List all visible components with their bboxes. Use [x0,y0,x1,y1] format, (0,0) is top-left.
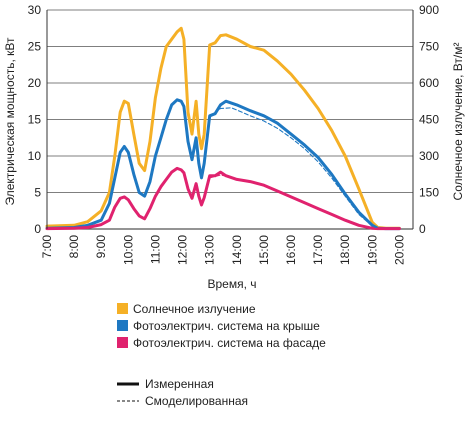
legend-label-0: Солнечное излучение [133,302,256,316]
legend-style-label-1: Смоделированная [145,394,248,408]
x-tick-label: 13:00 [203,235,217,265]
y-right-tick-label: 300 [419,149,439,163]
y-left-axis-title: Электрическая мощность, кВт [3,37,17,205]
y-left-tick-label: 15 [28,113,42,127]
legend-swatch-0 [117,303,128,314]
x-tick-label: 15:00 [257,235,271,265]
y-left-tick-label: 5 [34,186,41,200]
x-axis-title: Время, ч [207,277,256,291]
x-tick-label: 8:00 [67,235,81,259]
legend-swatch-1 [117,320,128,331]
x-tick-label: 11:00 [148,235,162,264]
y-right-tick-label: 150 [419,186,439,200]
x-tick-label: 10:00 [121,235,135,265]
y-left-tick-label: 0 [34,222,41,236]
y-right-tick-label: 900 [419,3,439,17]
series-layer [45,26,401,231]
series-line-2 [45,166,401,231]
x-tick-label: 16:00 [284,235,298,265]
y-left-tick-label: 30 [28,3,42,17]
x-tick-label: 17:00 [311,235,325,265]
y-left-tick-label: 20 [28,76,42,90]
x-tick-label: 20:00 [392,235,406,265]
y-right-tick-label: 600 [419,76,439,90]
legend-label-2: Фотоэлектрич. система на фасаде [133,336,326,350]
x-tick-label: 19:00 [365,235,379,265]
grid-layer [47,9,413,230]
series-line-3 [209,107,379,229]
y-right-tick-label: 450 [419,113,439,127]
x-tick-label: 9:00 [94,235,108,259]
x-tick-label: 7:00 [40,235,54,259]
legend-label-1: Фотоэлектрич. система на крыше [133,319,320,333]
series-line-4 [209,174,379,230]
y-left-tick-label: 25 [28,40,42,54]
y-right-tick-label: 750 [419,40,439,54]
legend-swatch-2 [117,337,128,348]
legend-style-label-0: Измеренная [145,377,214,391]
x-tick-label: 12:00 [176,235,190,265]
y-right-tick-label: 0 [419,222,426,236]
series-line-1 [45,98,401,231]
y-left-tick-label: 10 [28,149,42,163]
x-tick-label: 18:00 [338,235,352,265]
legend-layer: Солнечное излучение Фотоэлектрич. система… [117,302,326,408]
y-right-axis-title: Солнечное излучение, Вт/м² [451,43,465,201]
x-tick-label: 14:00 [230,235,244,265]
series-line-0 [45,26,401,230]
